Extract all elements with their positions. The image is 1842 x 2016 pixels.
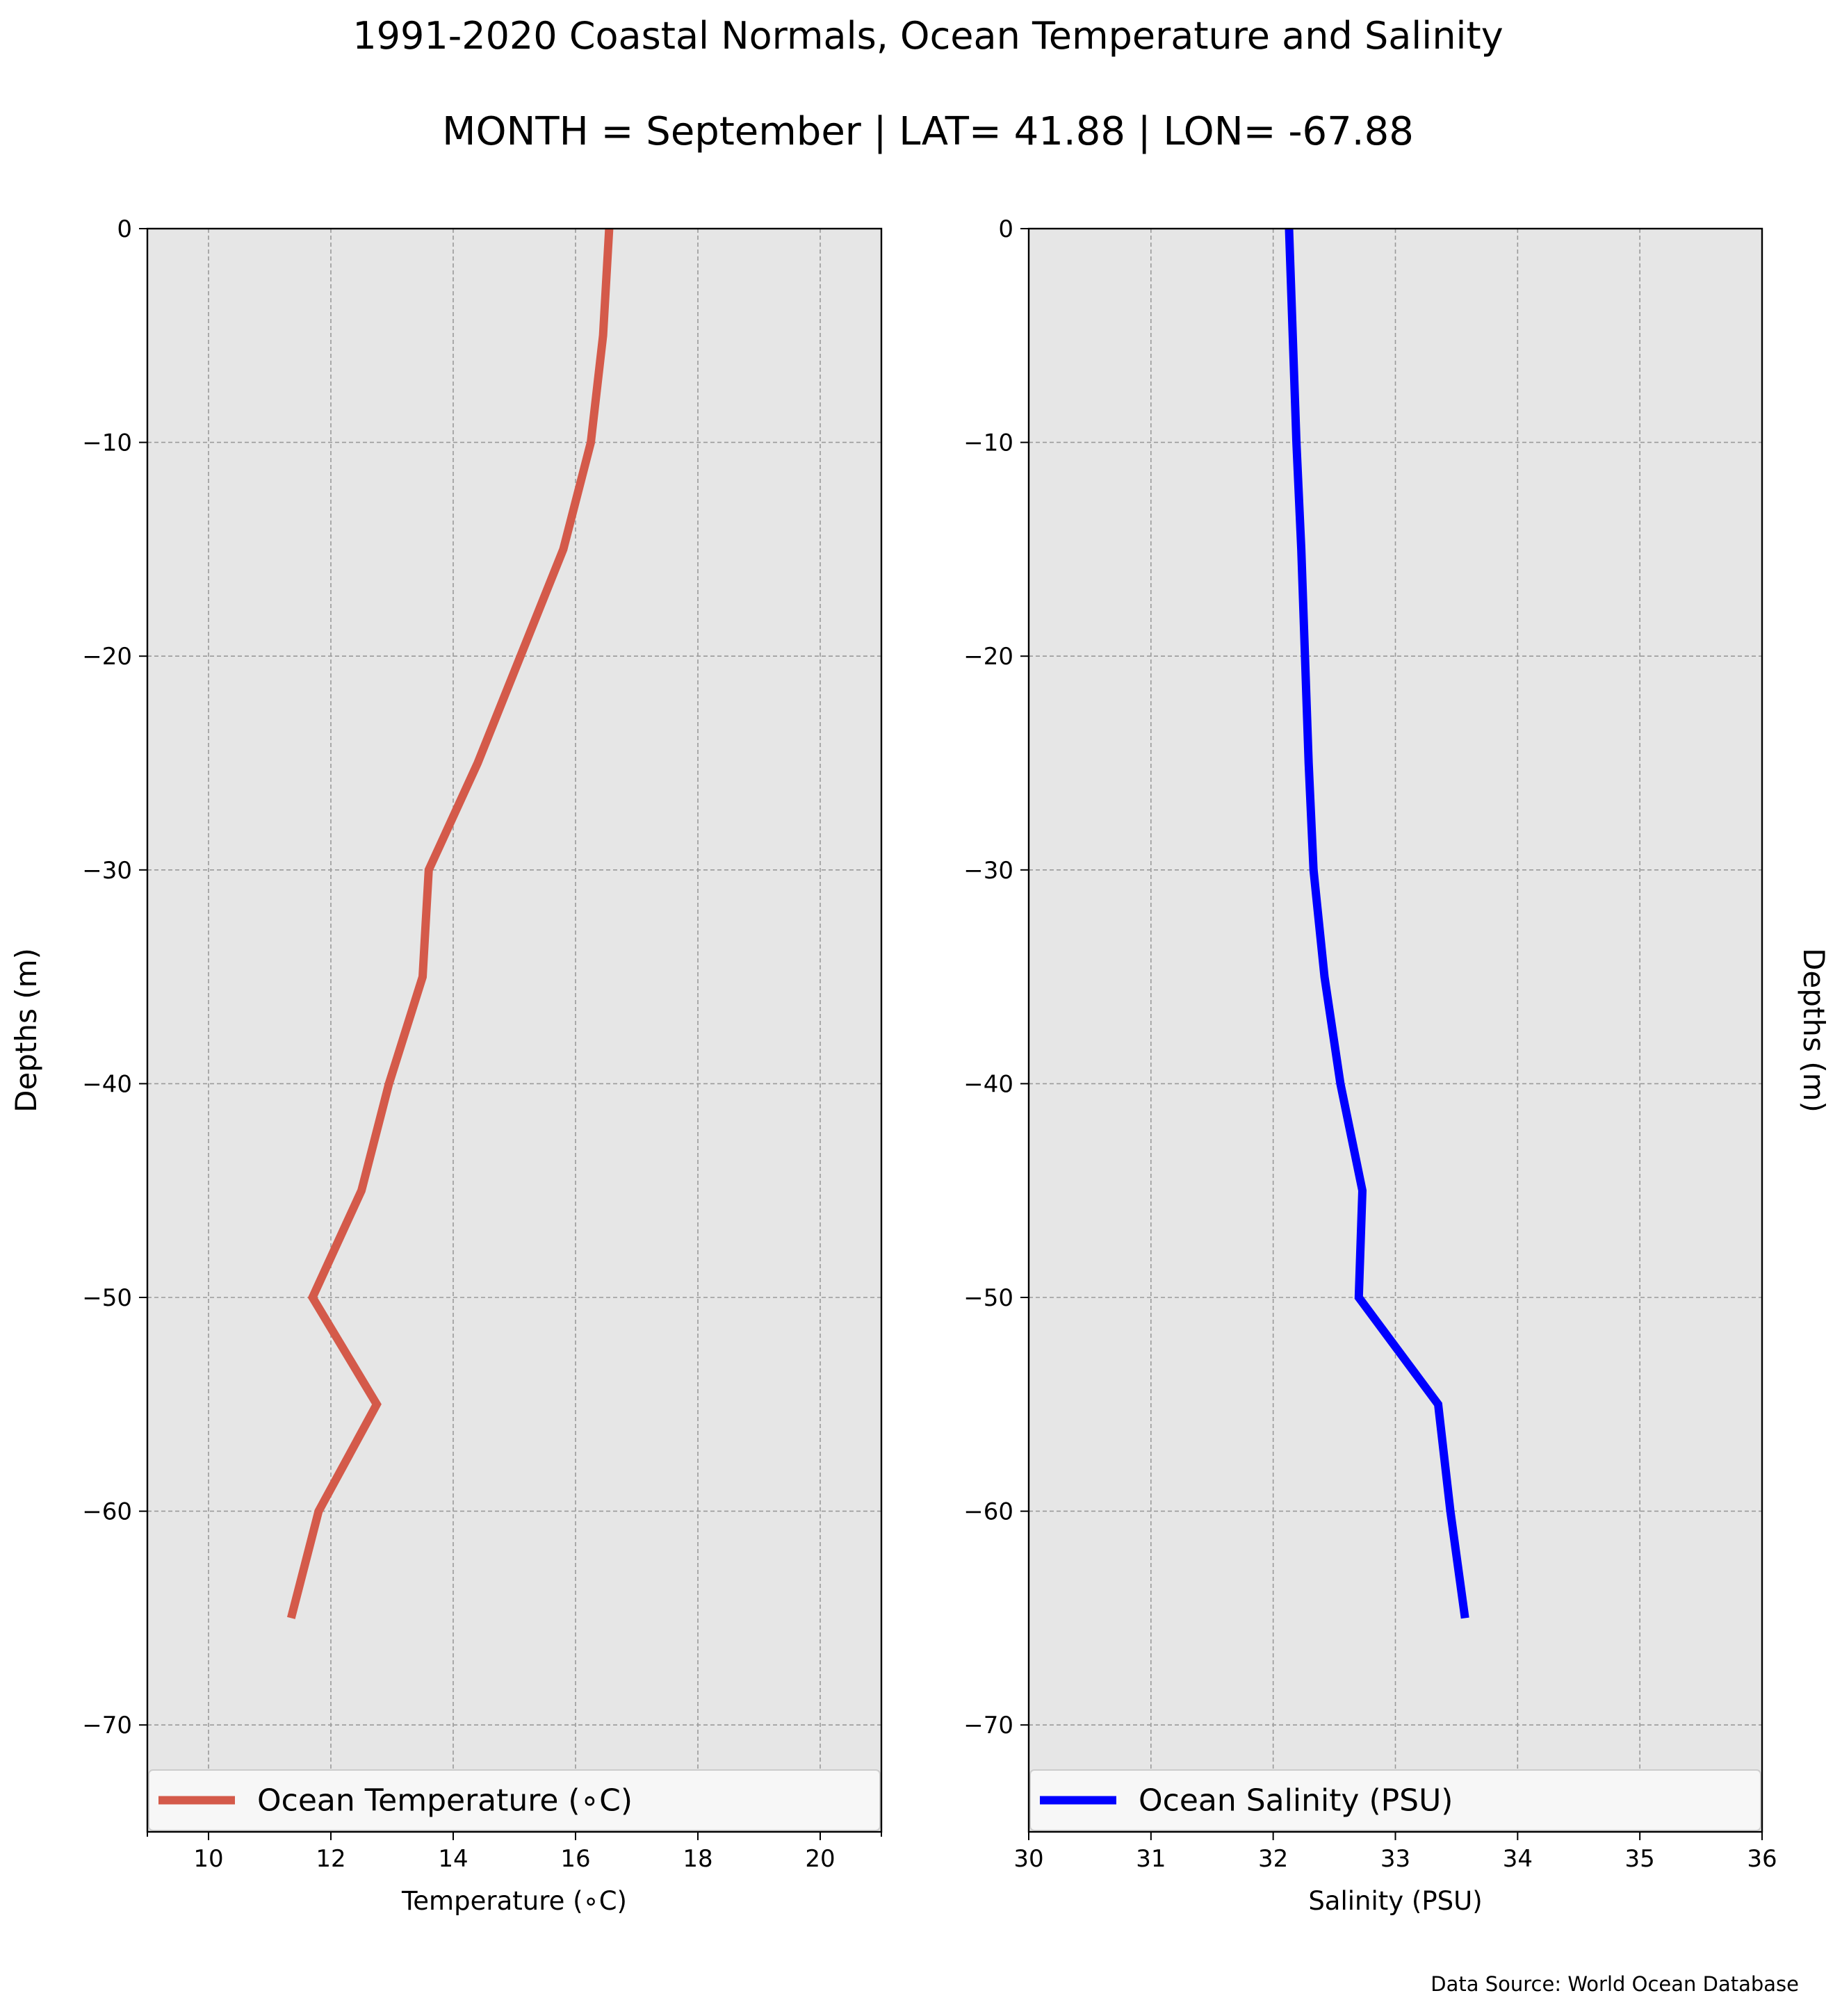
salinity-x-tick-label: 31	[1136, 1845, 1166, 1873]
salinity-x-tick-label: 33	[1380, 1845, 1410, 1873]
temperature-x-tick-label: 10	[193, 1845, 223, 1873]
temperature-y-tick-label: −50	[82, 1284, 132, 1312]
salinity-x-tick-label: 30	[1013, 1845, 1043, 1873]
temperature-y-tick-label: −10	[82, 429, 132, 457]
temperature-x-tick-label: 18	[683, 1845, 712, 1873]
salinity-y-tick-label: −10	[963, 429, 1013, 457]
temperature-x-axis-label: Temperature (∘C)	[401, 1886, 627, 1916]
salinity-x-tick-label: 35	[1625, 1845, 1655, 1873]
figure-subtitle: MONTH = September | LAT= 41.88 | LON= -6…	[442, 109, 1414, 154]
salinity-x-tick-label: 34	[1503, 1845, 1533, 1873]
salinity-legend-label: Ocean Salinity (PSU)	[1139, 1783, 1453, 1819]
temperature-x-tick-label: 20	[805, 1845, 835, 1873]
temperature-y-tick-label: −20	[82, 643, 132, 671]
temperature-plot-area	[147, 229, 881, 1832]
salinity-legend	[1029, 1769, 1761, 1831]
salinity-series-line	[1285, 228, 1469, 1619]
temperature-y-axis-label: Depths (m)	[9, 948, 43, 1113]
salinity-x-tick-label: 32	[1258, 1845, 1288, 1873]
salinity-y-tick-label: −40	[963, 1070, 1013, 1098]
salinity-y-axis-label: Depths (m)	[1797, 948, 1831, 1113]
salinity-panel: Ocean Salinity (PSU) 30 31 32 33 34 35 36 0 −10 −2…	[963, 215, 1831, 1916]
salinity-y-tick-label: −70	[963, 1712, 1013, 1739]
data-source-footer: Data Source: World Ocean Database	[1431, 1972, 1799, 1996]
salinity-x-tick-label: 36	[1747, 1845, 1777, 1873]
temperature-axes-frame	[146, 227, 883, 1833]
salinity-y-tick-label: −50	[963, 1284, 1013, 1312]
temperature-legend-label: Ocean Temperature (∘C)	[257, 1783, 633, 1819]
temperature-series-line	[286, 228, 614, 1619]
salinity-y-tick-label: −30	[963, 857, 1013, 885]
temperature-y-tick-label: −70	[82, 1712, 132, 1739]
salinity-y-tick-label: −20	[963, 643, 1013, 671]
temperature-y-tick-label: 0	[117, 215, 132, 243]
temperature-x-tick-label: 16	[560, 1845, 590, 1873]
temperature-x-tick-label: 14	[438, 1845, 468, 1873]
salinity-y-tick-label: 0	[998, 215, 1013, 243]
temperature-y-tick-label: −30	[82, 857, 132, 885]
temperature-y-tick-label: −40	[82, 1070, 132, 1098]
temperature-x-tick-label: 12	[316, 1845, 345, 1873]
figure-title: 1991-2020 Coastal Normals, Ocean Tempera…	[352, 14, 1503, 58]
salinity-y-tick-label: −60	[963, 1498, 1013, 1526]
temperature-panel: Ocean Temperature (∘C) 10 12 14 16 18 20 0 −10 −2…	[9, 215, 883, 1916]
temperature-legend	[148, 1769, 881, 1831]
temperature-y-tick-label: −60	[82, 1498, 132, 1526]
salinity-x-axis-label: Salinity (PSU)	[1308, 1886, 1482, 1916]
